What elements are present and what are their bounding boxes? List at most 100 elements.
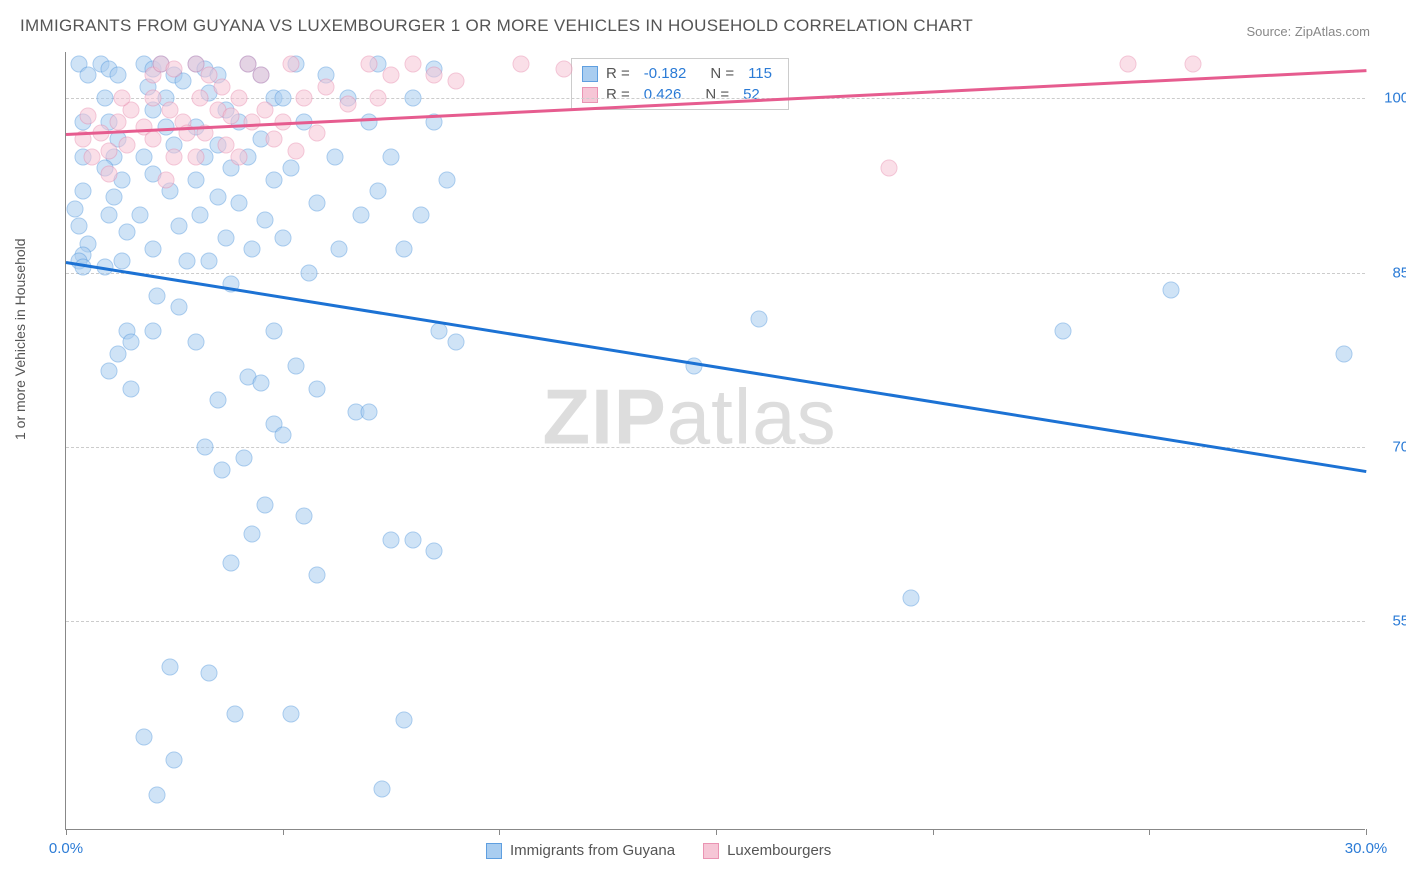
data-point-guyana [214,462,231,479]
data-point-guyana [448,334,465,351]
data-point-guyana [266,171,283,188]
data-point-guyana [222,554,239,571]
data-point-guyana [149,287,166,304]
data-point-luxembourg [383,67,400,84]
data-point-luxembourg [231,148,248,165]
x-tick-mark [66,829,67,835]
data-point-luxembourg [309,125,326,142]
data-point-guyana [751,311,768,328]
data-point-guyana [374,781,391,798]
data-point-guyana [170,218,187,235]
watermark: ZIPatlas [542,372,836,463]
data-point-guyana [235,450,252,467]
data-point-guyana [196,438,213,455]
gridline [66,447,1365,448]
data-point-guyana [209,392,226,409]
data-point-luxembourg [114,90,131,107]
data-point-guyana [309,194,326,211]
data-point-guyana [283,160,300,177]
gridline [66,621,1365,622]
data-point-luxembourg [448,73,465,90]
data-point-guyana [430,322,447,339]
data-point-guyana [426,543,443,560]
data-point-guyana [136,148,153,165]
data-point-luxembourg [166,61,183,78]
data-point-guyana [903,589,920,606]
data-point-guyana [170,299,187,316]
data-point-guyana [309,380,326,397]
y-axis-label: 1 or more Vehicles in Household [12,238,28,440]
y-tick-label: 55.0% [1375,612,1406,629]
data-point-luxembourg [556,61,573,78]
data-point-luxembourg [101,142,118,159]
data-point-guyana [244,525,261,542]
data-point-guyana [75,183,92,200]
y-tick-label: 85.0% [1375,264,1406,281]
data-point-guyana [71,218,88,235]
x-tick-mark [283,829,284,835]
data-point-luxembourg [214,78,231,95]
data-point-guyana [149,787,166,804]
data-point-guyana [136,729,153,746]
data-point-guyana [231,194,248,211]
data-point-luxembourg [166,148,183,165]
x-tick-label: 30.0% [1345,840,1388,857]
data-point-guyana [218,229,235,246]
data-point-guyana [166,752,183,769]
data-point-guyana [383,531,400,548]
gridline [66,98,1365,99]
data-point-luxembourg [1119,55,1136,72]
x-tick-mark [1366,829,1367,835]
data-point-guyana [110,345,127,362]
data-point-luxembourg [881,160,898,177]
gridline [66,273,1365,274]
data-point-guyana [118,223,135,240]
data-point-luxembourg [253,67,270,84]
data-point-guyana [188,334,205,351]
data-point-luxembourg [231,90,248,107]
data-point-luxembourg [296,90,313,107]
data-point-guyana [383,148,400,165]
legend-item-1: Immigrants from Guyana [486,842,675,859]
data-point-guyana [201,253,218,270]
data-point-guyana [370,183,387,200]
data-point-luxembourg [222,107,239,124]
legend-label-2: Luxembourgers [727,842,831,859]
data-point-guyana [274,90,291,107]
data-point-guyana [1336,345,1353,362]
data-point-guyana [209,189,226,206]
data-point-luxembourg [404,55,421,72]
data-point-guyana [162,659,179,676]
data-point-guyana [105,189,122,206]
legend-bottom: Immigrants from Guyana Luxembourgers [486,842,831,859]
legend-item-2: Luxembourgers [703,842,831,859]
data-point-guyana [179,253,196,270]
data-point-guyana [144,241,161,258]
swatch-series1-icon [582,66,598,82]
data-point-guyana [144,322,161,339]
legend-swatch-1-icon [486,843,502,859]
data-point-luxembourg [361,55,378,72]
data-point-luxembourg [157,171,174,188]
data-point-luxembourg [287,142,304,159]
data-point-guyana [123,380,140,397]
legend-swatch-2-icon [703,843,719,859]
data-point-luxembourg [426,67,443,84]
data-point-guyana [439,171,456,188]
data-point-luxembourg [244,113,261,130]
data-point-luxembourg [144,90,161,107]
data-point-luxembourg [318,78,335,95]
data-point-guyana [110,67,127,84]
legend-label-1: Immigrants from Guyana [510,842,675,859]
data-point-guyana [361,113,378,130]
data-point-luxembourg [79,107,96,124]
y-tick-label: 100.0% [1375,90,1406,107]
data-point-guyana [266,322,283,339]
data-point-luxembourg [370,90,387,107]
data-point-guyana [326,148,343,165]
data-point-luxembourg [513,55,530,72]
x-tick-mark [933,829,934,835]
data-point-guyana [396,711,413,728]
data-point-guyana [66,200,83,217]
data-point-guyana [283,705,300,722]
